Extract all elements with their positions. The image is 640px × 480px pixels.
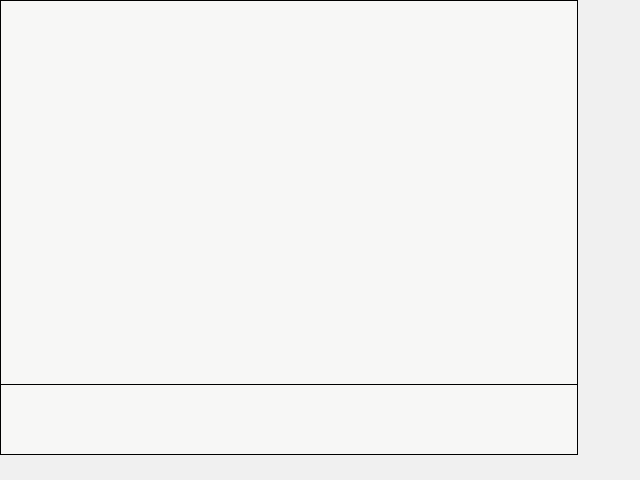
indicator-panel[interactable] [0, 384, 578, 455]
time-axis[interactable] [0, 455, 640, 480]
price-chart-panel[interactable] [0, 0, 578, 385]
price-axis[interactable] [578, 0, 640, 455]
indicator-canvas[interactable] [1, 385, 577, 454]
price-chart-canvas[interactable] [1, 1, 577, 384]
